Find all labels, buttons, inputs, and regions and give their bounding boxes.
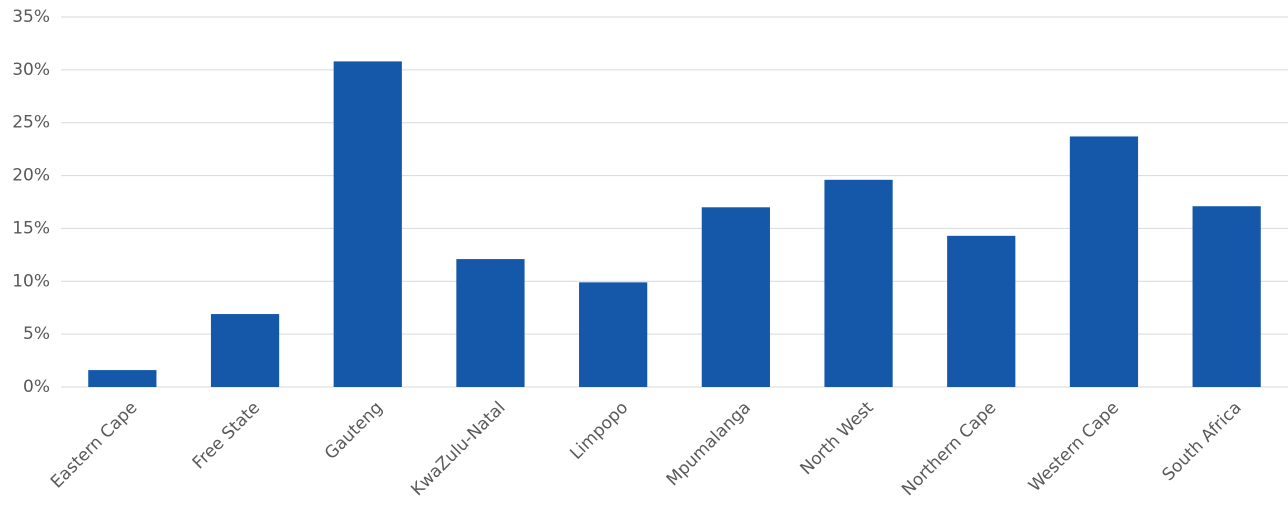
x-tick-label: Northern Cape xyxy=(898,398,1000,500)
x-tick-label: Free State xyxy=(189,398,264,473)
y-tick-label: 25% xyxy=(12,113,50,133)
y-tick-label: 30% xyxy=(12,60,50,80)
bar xyxy=(1192,206,1261,387)
bar xyxy=(824,179,893,387)
x-tick-label: Eastern Cape xyxy=(47,398,141,492)
bar xyxy=(1069,136,1139,387)
bar xyxy=(947,235,1016,387)
x-tick-label: South Africa xyxy=(1159,398,1246,485)
x-tick-label: Mpumalanga xyxy=(663,398,755,490)
bar xyxy=(456,259,525,387)
bar xyxy=(701,207,770,387)
x-tick-label: Western Cape xyxy=(1025,398,1123,496)
y-tick-label: 15% xyxy=(12,218,50,238)
y-tick-label: 0% xyxy=(23,377,50,397)
y-tick-label: 5% xyxy=(23,324,50,344)
x-tick-label: Limpopo xyxy=(566,398,632,464)
x-tick-label: KwaZulu-Natal xyxy=(407,398,509,500)
bar xyxy=(579,282,648,387)
bar xyxy=(88,370,157,387)
x-tick-label: North West xyxy=(796,398,877,479)
bar xyxy=(210,314,280,387)
y-tick-label: 20% xyxy=(12,166,50,186)
y-tick-label: 35% xyxy=(12,7,50,27)
x-tick-label: Gauteng xyxy=(321,398,387,464)
bar xyxy=(333,61,402,388)
y-tick-label: 10% xyxy=(12,271,50,291)
